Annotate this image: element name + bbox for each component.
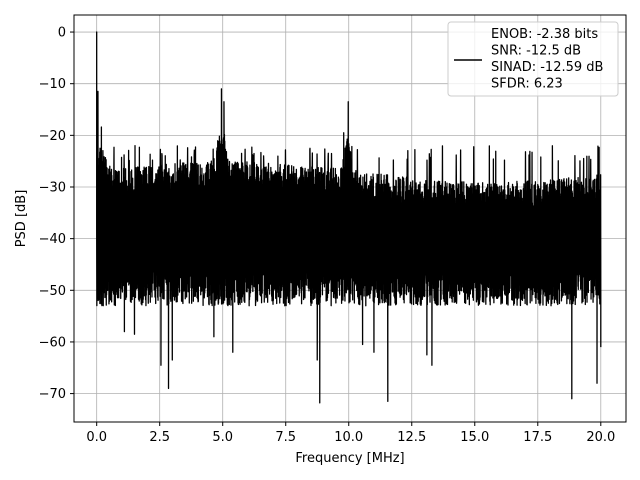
y-tick-label: −20: [39, 129, 66, 144]
y-tick-label: −10: [39, 77, 66, 92]
psd-line: [96, 31, 602, 404]
y-tick-label: −70: [39, 387, 66, 402]
legend-entry-sfdr: SFDR: 6.23: [491, 77, 563, 92]
y-tick-label: −40: [39, 232, 66, 247]
x-tick-label: 2.5: [149, 430, 170, 445]
y-axis-label: PSD [dB]: [14, 190, 29, 248]
y-tick-label: 0: [58, 26, 66, 41]
psd-series: [96, 31, 602, 404]
x-tick-label: 12.5: [397, 430, 426, 445]
legend-entry-snr: SNR: -12.5 dB: [491, 44, 581, 59]
x-tick-label: 5.0: [212, 430, 233, 445]
legend-entry-sinad: SINAD: -12.59 dB: [491, 60, 603, 75]
x-tick-label: 15.0: [460, 430, 489, 445]
y-axis-ticks: 0 −10 −20 −30 −40 −50 −60 −70: [39, 26, 74, 402]
axes-frame: [73, 14, 627, 423]
legend-entry-enob: ENOB: -2.38 bits: [491, 27, 598, 42]
x-tick-label: 0.0: [86, 430, 107, 445]
legend-box: [447, 21, 619, 97]
x-axis-label: Frequency [MHz]: [295, 451, 404, 466]
y-tick-label: −30: [39, 180, 66, 195]
x-tick-label: 17.5: [523, 430, 552, 445]
x-tick-label: 7.5: [275, 430, 296, 445]
x-tick-label: 20.0: [586, 430, 615, 445]
y-tick-label: −60: [39, 335, 66, 350]
y-tick-label: −50: [39, 284, 66, 299]
x-axis-ticks: 0.0 2.5 5.0 7.5 10.0 12.5 15.0 17.5 20.0: [86, 422, 615, 445]
legend: ENOB: -2.38 bits SNR: -12.5 dB SINAD: -1…: [447, 21, 619, 97]
x-tick-label: 10.0: [334, 430, 363, 445]
